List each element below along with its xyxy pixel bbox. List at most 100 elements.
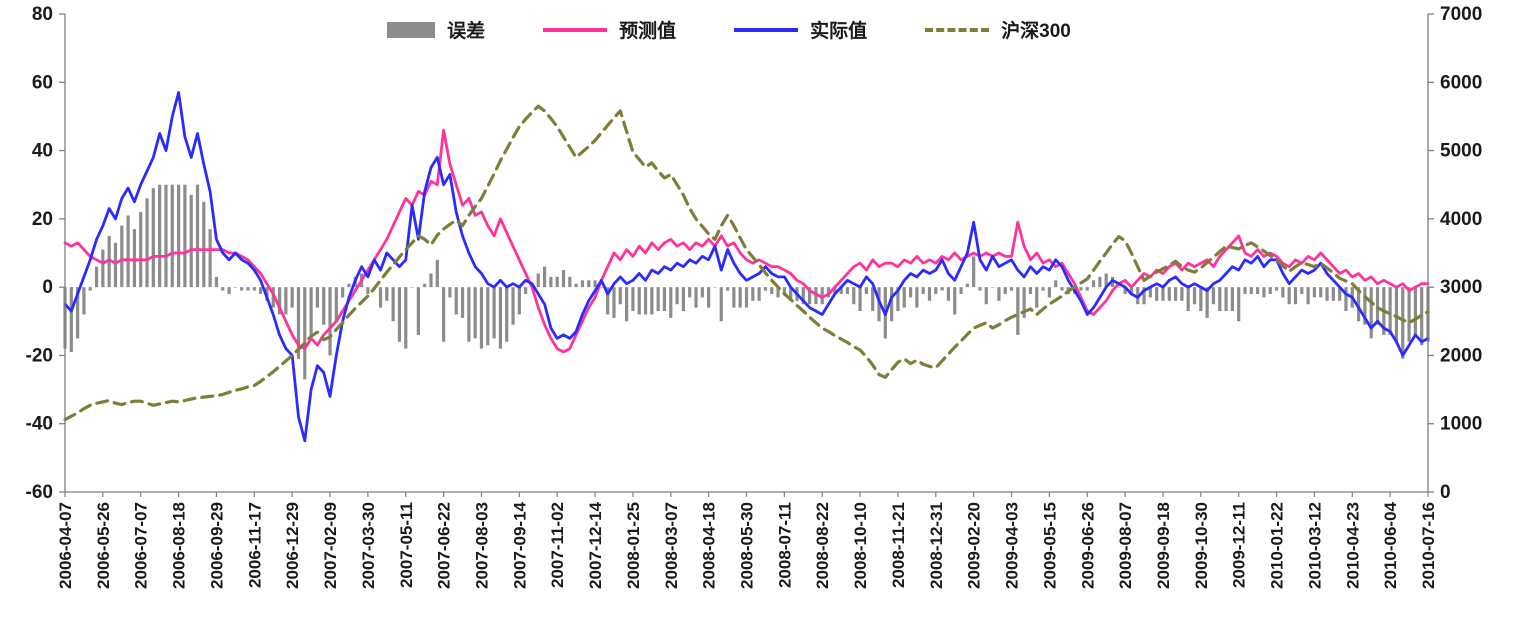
error-bar: [145, 198, 149, 288]
error-bar: [896, 287, 900, 312]
error-bar: [978, 287, 982, 291]
error-bar: [76, 287, 80, 339]
error-bar: [423, 283, 427, 288]
error-bar: [732, 287, 736, 308]
error-bar: [1388, 287, 1392, 335]
legend-label-error: 误差: [447, 21, 486, 42]
error-bar: [1243, 287, 1247, 294]
x-axis-label: 2006-09-29: [207, 502, 226, 589]
error-bar: [303, 287, 307, 380]
x-axis-label: 2010-04-23: [1343, 502, 1362, 589]
error-bar: [454, 287, 458, 315]
legend-label-predicted: 预测值: [619, 21, 677, 42]
error-bar: [473, 287, 477, 339]
error-bar: [1022, 287, 1026, 318]
x-axis-label: 2007-08-03: [472, 502, 491, 589]
error-bar: [1375, 287, 1380, 325]
error-bar: [789, 287, 793, 301]
error-bar: [101, 249, 105, 288]
error-bar: [1085, 287, 1089, 291]
error-bar: [1192, 287, 1197, 305]
error-bar: [176, 184, 181, 288]
error-bar: [1041, 287, 1045, 291]
error-bar: [378, 287, 383, 308]
error-bar: [1237, 287, 1241, 322]
left-axis-label: -20: [26, 345, 53, 366]
predicted-line-swatch-icon: [543, 27, 608, 32]
error-bar: [1287, 287, 1291, 305]
error-bar: [1142, 287, 1146, 305]
error-bar: [214, 276, 219, 288]
error-bar: [479, 287, 484, 349]
error-bar: [328, 287, 332, 356]
x-axis-label: 2006-11-17: [245, 502, 264, 588]
csi300-line: [63, 104, 1430, 422]
error-bar: [1356, 287, 1361, 322]
x-axis-label: 2008-01-25: [624, 502, 643, 589]
x-axis-label: 2010-01-22: [1268, 502, 1287, 589]
x-axis-label: 2010-07-16: [1419, 502, 1438, 589]
error-bar: [1079, 287, 1083, 291]
error-bar: [1293, 287, 1298, 305]
x-axis-label: 2007-05-11: [397, 502, 416, 588]
error-bar: [442, 287, 446, 342]
error-bar: [1300, 287, 1304, 294]
x-axis-label: 2008-05-30: [738, 502, 757, 589]
error-bar: [782, 287, 786, 294]
error-bar: [587, 280, 591, 288]
error-bar: [719, 287, 723, 322]
error-bar: [1249, 287, 1253, 294]
error-bar: [599, 287, 603, 288]
error-bar: [662, 287, 667, 312]
error-bar: [1155, 287, 1159, 301]
error-bar: [1363, 287, 1367, 325]
error-bar: [366, 287, 370, 294]
error-bar: [1218, 287, 1222, 312]
legend-label-actual: 实际值: [810, 21, 868, 42]
error-bar: [126, 215, 130, 288]
error-bar: [757, 287, 761, 301]
error-bar: [315, 287, 320, 308]
error-bar: [776, 287, 780, 298]
error-bar: [1173, 287, 1178, 301]
left-axis-label: 60: [32, 72, 53, 93]
error-bar: [574, 283, 578, 288]
x-axis-label: 2007-06-22: [435, 502, 454, 589]
legend-item-error: 误差: [387, 16, 485, 43]
error-bar: [429, 273, 433, 288]
error-bar: [94, 266, 99, 288]
x-axis-label: 2006-04-07: [56, 502, 75, 589]
x-axis-label: 2007-09-14: [510, 501, 529, 589]
error-bar: [404, 287, 408, 349]
error-bar: [139, 212, 143, 288]
error-bar: [953, 287, 957, 315]
error-bar: [208, 229, 212, 288]
error-bar: [334, 287, 338, 322]
error-bar: [107, 235, 111, 288]
x-axis-label: 2006-05-26: [94, 502, 113, 589]
x-axis-label: 2006-07-07: [132, 502, 151, 589]
error-bar: [416, 287, 420, 335]
error-bar: [643, 287, 648, 315]
error-bar: [972, 256, 976, 288]
error-bar: [852, 287, 856, 305]
x-axis-label: 2010-03-12: [1305, 502, 1324, 589]
left-axis-label: 0: [42, 277, 53, 298]
x-axis-label: 2007-12-14: [586, 501, 605, 589]
error-bar: [808, 287, 812, 305]
error-bar: [195, 184, 200, 288]
error-bar: [322, 287, 326, 325]
right-axis-label: 4000: [1440, 209, 1482, 230]
left-axis-label: -60: [26, 482, 53, 503]
error-bar: [221, 287, 225, 291]
error-bar: [707, 287, 711, 308]
error-bar: [858, 287, 862, 312]
error-bar: [606, 287, 610, 315]
error-bar: [845, 287, 850, 294]
error-bar: [120, 225, 124, 288]
x-axis-label: 2008-11-21: [889, 502, 908, 588]
x-axis-label: 2009-05-15: [1040, 502, 1059, 589]
error-bar: [1003, 287, 1007, 294]
error-bar: [1035, 287, 1039, 308]
error-bar: [391, 287, 395, 322]
